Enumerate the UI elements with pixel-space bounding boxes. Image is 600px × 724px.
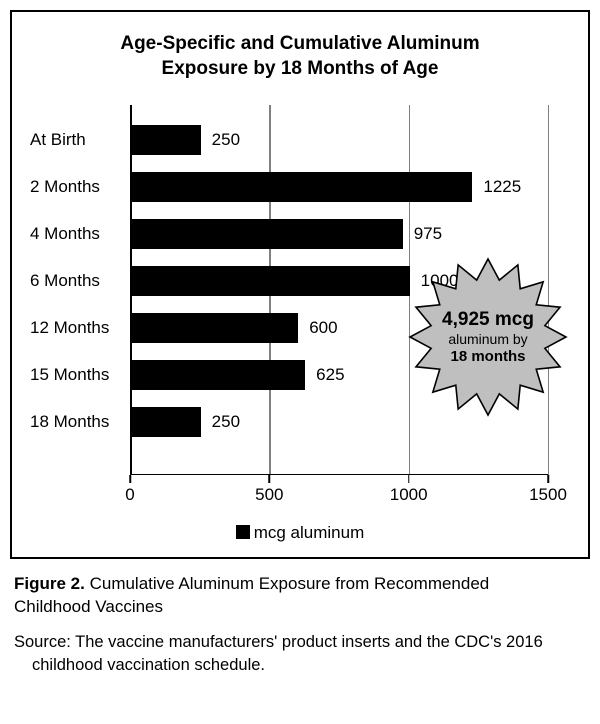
bar — [131, 172, 472, 202]
starburst-line1: 4,925 mcg — [442, 309, 534, 332]
y-category-label: At Birth — [30, 130, 130, 150]
y-category-label: 15 Months — [30, 365, 130, 385]
bar-value-label: 600 — [309, 318, 337, 338]
bar — [131, 360, 305, 390]
legend-swatch — [236, 525, 250, 539]
bar-value-label: 1225 — [483, 177, 521, 197]
bar — [131, 313, 298, 343]
y-category-label: 18 Months — [30, 412, 130, 432]
y-category-label: 12 Months — [30, 318, 130, 338]
x-tick-mark — [547, 475, 549, 483]
legend: mcg aluminum — [30, 523, 570, 543]
bar — [131, 407, 201, 437]
starburst-line2: aluminum by — [448, 331, 527, 348]
chart-title-line1: Age-Specific and Cumulative Aluminum — [120, 33, 479, 54]
bar-value-label: 1000 — [421, 271, 459, 291]
x-tick-label: 500 — [255, 485, 283, 505]
y-category-label: 6 Months — [30, 271, 130, 291]
x-tick-mark — [408, 475, 410, 483]
gridline — [548, 105, 549, 475]
chart-frame: Age-Specific and Cumulative Aluminum Exp… — [10, 10, 590, 559]
bar — [131, 266, 410, 296]
figure-source: Source: The vaccine manufacturers' produ… — [14, 631, 586, 676]
x-tick-label: 1000 — [390, 485, 428, 505]
y-category-label: 4 Months — [30, 224, 130, 244]
bar-value-label: 975 — [414, 224, 442, 244]
starburst-line3: 18 months — [450, 348, 525, 366]
bar-value-label: 250 — [212, 412, 240, 432]
figure-container: Age-Specific and Cumulative Aluminum Exp… — [0, 0, 600, 690]
y-category-label: 2 Months — [30, 177, 130, 197]
chart-title: Age-Specific and Cumulative Aluminum Exp… — [30, 32, 570, 81]
bar-value-label: 250 — [212, 130, 240, 150]
legend-label: mcg aluminum — [254, 523, 365, 542]
bar-value-label: 625 — [316, 365, 344, 385]
bar — [131, 219, 403, 249]
figure-caption-text2: Childhood Vaccines — [14, 597, 163, 616]
chart-title-line2: Exposure by 18 Months of Age — [162, 58, 439, 79]
bar — [131, 125, 201, 155]
x-tick-label: 1500 — [529, 485, 567, 505]
figure-caption-text1: Cumulative Aluminum Exposure from Recomm… — [85, 574, 489, 593]
plot-area: 050010001500At Birth2502 Months12254 Mon… — [130, 105, 548, 475]
figure-caption: Figure 2. Cumulative Aluminum Exposure f… — [14, 573, 586, 619]
figure-caption-lead: Figure 2. — [14, 574, 85, 593]
figure-source-text: Source: The vaccine manufacturers' produ… — [14, 633, 543, 673]
x-tick-mark — [269, 475, 271, 483]
x-tick-mark — [129, 475, 131, 483]
x-tick-label: 0 — [125, 485, 134, 505]
x-axis — [130, 474, 548, 476]
